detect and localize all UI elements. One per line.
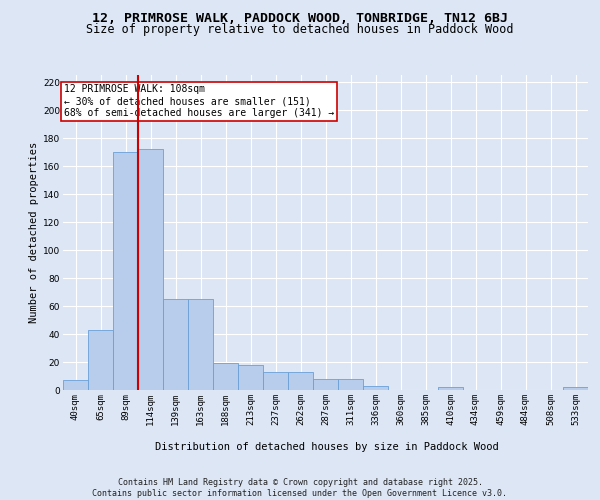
Bar — [363, 386, 388, 390]
Text: Size of property relative to detached houses in Paddock Wood: Size of property relative to detached ho… — [86, 22, 514, 36]
Bar — [238, 365, 263, 390]
Bar — [88, 330, 113, 390]
Bar — [313, 379, 338, 390]
Text: 12 PRIMROSE WALK: 108sqm
← 30% of detached houses are smaller (151)
68% of semi-: 12 PRIMROSE WALK: 108sqm ← 30% of detach… — [64, 84, 334, 117]
Bar — [63, 380, 88, 390]
Text: 12, PRIMROSE WALK, PADDOCK WOOD, TONBRIDGE, TN12 6BJ: 12, PRIMROSE WALK, PADDOCK WOOD, TONBRID… — [92, 12, 508, 26]
Bar — [213, 364, 238, 390]
Y-axis label: Number of detached properties: Number of detached properties — [29, 142, 39, 323]
Bar — [263, 372, 288, 390]
Bar — [338, 379, 363, 390]
Bar — [113, 152, 138, 390]
Bar — [138, 149, 163, 390]
Bar — [288, 372, 313, 390]
Bar — [563, 387, 588, 390]
Bar — [163, 299, 188, 390]
Bar — [188, 299, 213, 390]
Text: Contains HM Land Registry data © Crown copyright and database right 2025.
Contai: Contains HM Land Registry data © Crown c… — [92, 478, 508, 498]
Text: Distribution of detached houses by size in Paddock Wood: Distribution of detached houses by size … — [155, 442, 499, 452]
Bar — [438, 387, 463, 390]
